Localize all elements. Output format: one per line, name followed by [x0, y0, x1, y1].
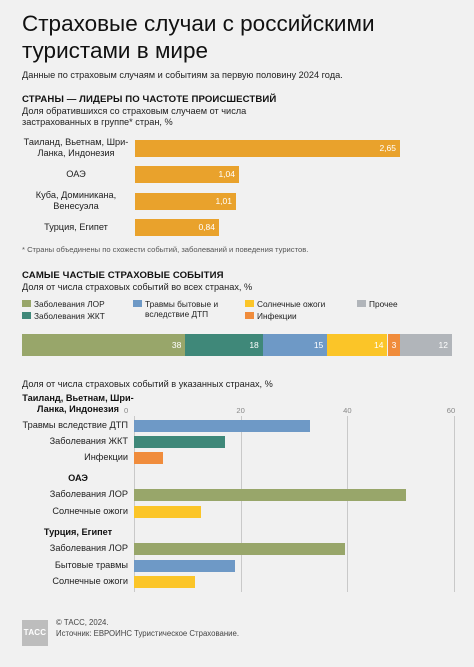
country-label: Таиланд, Вьетнам, Шри-Ланка, Индонезия: [22, 131, 130, 165]
legend-label: Солнечные ожоги: [257, 299, 326, 309]
event-label: Бытовые травмы: [54, 560, 128, 570]
footer-copyright: © ТАСС, 2024.: [56, 618, 109, 627]
country-bar-value: 1,01: [215, 196, 232, 206]
country-label-text: Куба, Доминикана, Венесуэла: [35, 190, 117, 211]
stacked-segment: [400, 334, 452, 356]
country-bar: [135, 165, 239, 183]
event-label: Заболевания ЖКТ: [49, 436, 128, 446]
country-bar: [135, 192, 236, 210]
country-label: Куба, Доминикана, Венесуэла: [22, 184, 130, 218]
stacked-segment: [185, 334, 263, 356]
gridline: [134, 416, 135, 592]
legend-label: Прочее: [369, 299, 398, 309]
event-bar: [134, 576, 196, 588]
stacked-segment: [262, 334, 328, 356]
tass-logo: ТАСС: [22, 620, 48, 646]
section2-subheading: Доля от числа страховых событий во всех …: [22, 282, 253, 292]
group-title: Турция, Египет: [43, 527, 113, 537]
stacked-segment-value: 12: [438, 340, 448, 350]
tick-label: 0: [124, 406, 129, 415]
stacked-segment-value: 3: [391, 340, 397, 350]
event-bar: [134, 436, 225, 448]
section2-heading: САМЫЕ ЧАСТЫЕ СТРАХОВЫЕ СОБЫТИЯ: [22, 270, 224, 281]
gridline: [454, 416, 455, 592]
country-label-text: ОАЭ: [66, 168, 86, 179]
legend-swatch: [22, 312, 31, 319]
country-bar: [135, 139, 400, 157]
legend-swatch: [245, 312, 254, 319]
legend-swatch: [357, 300, 366, 307]
stacked-segment: [387, 334, 401, 356]
stacked-segment-value: 18: [249, 340, 259, 350]
events-stacked-bar: 38 18 15 14 3 12: [22, 334, 452, 356]
section1-subheading: Доля обратившихся со страховым случаем о…: [22, 106, 247, 127]
legend-label: Заболевания ЖКТ: [34, 311, 105, 321]
event-bar: [134, 543, 345, 555]
event-label: Заболевания ЛОР: [49, 543, 128, 553]
legend-label: Инфекции: [257, 311, 297, 321]
legend-label: Заболевания ЛОР: [34, 299, 105, 309]
section3-subheading: Доля от числа страховых событий в указан…: [22, 379, 273, 389]
stacked-segment: [22, 334, 186, 356]
country-bar: [135, 218, 219, 236]
legend-swatch: [22, 300, 31, 307]
footer-source: Источник: ЕВРОИНС Туристическое Страхова…: [56, 629, 240, 638]
legend-label: Травмы бытовые и вследствие ДТП: [145, 299, 219, 319]
stacked-segment-value: 14: [374, 340, 384, 350]
group-title: ОАЭ: [68, 473, 88, 483]
event-label: Солнечные ожоги: [52, 576, 128, 586]
gridline: [240, 416, 242, 592]
country-label: Турция, Египет: [22, 210, 130, 244]
legend-swatch: [245, 300, 254, 307]
page-title: Страховые случаи с российскими туристами…: [22, 11, 375, 63]
stacked-segment-value: 15: [313, 340, 324, 350]
event-bar: [134, 506, 201, 518]
section1-footnote: * Страны объединены по схожести событий,…: [22, 245, 309, 254]
event-label: Травмы вследствие ДТП: [22, 420, 128, 430]
country-label-text: Турция, Египет: [44, 221, 108, 232]
event-label: Инфекции: [84, 452, 128, 462]
event-label: Солнечные ожоги: [52, 506, 128, 516]
event-bar: [134, 420, 310, 432]
country-bar-value: 2,65: [379, 143, 396, 153]
event-bar: [134, 452, 164, 464]
legend-swatch: [133, 300, 142, 307]
event-label: Заболевания ЛОР: [49, 489, 128, 499]
stacked-segment-value: 38: [171, 340, 182, 350]
tick-label: 40: [343, 406, 352, 415]
tick-label: 60: [446, 406, 456, 415]
country-label: ОАЭ: [22, 157, 130, 191]
event-bar: [134, 489, 406, 501]
stacked-segment: [327, 334, 388, 356]
section1-heading: СТРАНЫ — ЛИДЕРЫ ПО ЧАСТОТЕ ПРОИСШЕСТВИЙ: [22, 94, 277, 105]
group-title: Таиланд, Вьетнам, Шри-Ланка, Индонезия: [22, 393, 134, 414]
country-bar-value: 1,04: [218, 169, 235, 179]
country-label-text: Таиланд, Вьетнам, Шри-Ланка, Индонезия: [23, 137, 129, 158]
gridline: [347, 416, 349, 592]
page-subtitle: Данные по страховым случаям и событиям з…: [22, 70, 343, 80]
tick-label: 20: [236, 406, 245, 415]
country-bar-value: 0,84: [198, 222, 215, 232]
event-bar: [134, 560, 236, 572]
